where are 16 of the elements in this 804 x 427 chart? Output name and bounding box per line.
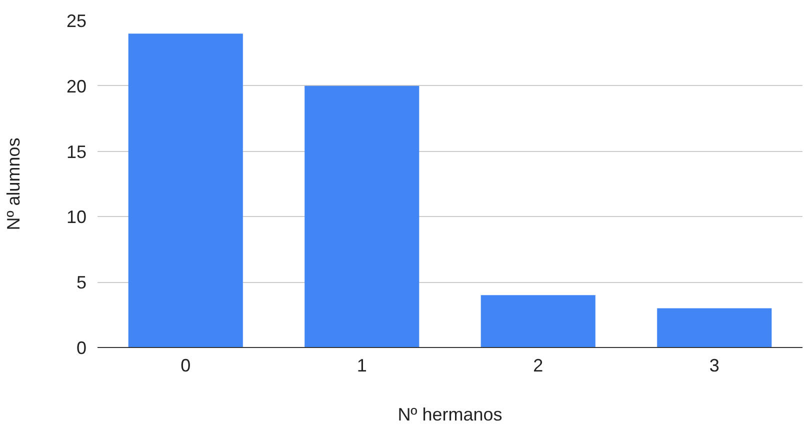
y-tick-label: 15 [66, 142, 87, 162]
bar [128, 34, 243, 348]
y-axis-title: Nº alumnos [3, 138, 24, 230]
bar [304, 86, 420, 348]
bar [657, 308, 772, 348]
x-tick-label: 3 [709, 356, 720, 376]
y-tick-label: 0 [76, 338, 87, 358]
y-tick-label: 20 [66, 76, 87, 96]
x-tick-label: 2 [533, 356, 544, 376]
x-axis-title: Nº hermanos [398, 404, 502, 424]
y-tick-label: 5 [76, 272, 87, 293]
x-tick-label: 0 [180, 356, 191, 376]
bar [480, 295, 596, 348]
x-tick-label: 1 [356, 356, 367, 376]
y-tick-label: 10 [66, 207, 87, 228]
y-tick-label: 25 [66, 11, 87, 31]
